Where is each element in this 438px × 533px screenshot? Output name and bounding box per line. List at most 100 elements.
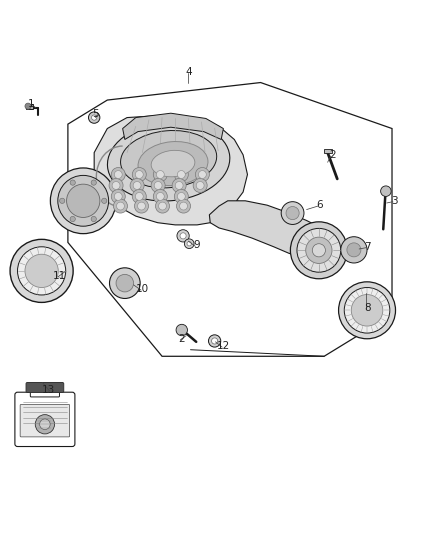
Circle shape [25,254,58,287]
Circle shape [135,192,143,200]
Circle shape [134,199,148,213]
Circle shape [155,199,170,213]
Text: 6: 6 [316,200,323,210]
Circle shape [193,179,207,192]
Circle shape [196,182,204,189]
Circle shape [117,202,124,210]
Circle shape [113,199,127,213]
Text: 10: 10 [136,284,149,294]
Circle shape [132,189,146,204]
Circle shape [208,335,221,347]
Circle shape [177,171,185,179]
Circle shape [151,179,165,192]
Circle shape [187,241,191,246]
Circle shape [102,198,107,204]
FancyBboxPatch shape [26,383,64,392]
Text: 9: 9 [194,240,201,251]
Circle shape [58,175,109,226]
Text: 1: 1 [27,100,34,109]
Circle shape [67,184,100,217]
Circle shape [290,222,347,279]
Circle shape [156,192,164,200]
Circle shape [91,180,96,185]
Circle shape [195,167,209,182]
Circle shape [339,282,396,339]
Circle shape [39,419,50,430]
Circle shape [153,189,167,204]
Circle shape [25,103,31,109]
Circle shape [175,182,183,189]
Circle shape [130,179,144,192]
Polygon shape [94,115,307,225]
Circle shape [184,239,194,248]
Text: 12: 12 [217,341,230,351]
FancyBboxPatch shape [30,389,60,397]
Circle shape [110,268,140,298]
Circle shape [70,216,75,222]
Text: 2: 2 [178,334,185,344]
Circle shape [60,198,65,204]
FancyBboxPatch shape [26,103,33,109]
Circle shape [286,206,299,220]
Circle shape [116,274,134,292]
Circle shape [351,295,383,326]
Circle shape [281,201,304,224]
Circle shape [297,229,341,272]
Circle shape [92,115,97,120]
Circle shape [177,230,189,242]
Ellipse shape [151,150,195,177]
Circle shape [381,186,391,197]
Circle shape [172,179,186,192]
Circle shape [50,168,116,233]
Circle shape [156,171,164,179]
Circle shape [174,189,188,204]
Text: 4: 4 [185,67,192,77]
Circle shape [111,189,125,204]
Text: 7: 7 [364,242,371,252]
Circle shape [133,182,141,189]
Polygon shape [123,113,223,140]
Circle shape [180,233,186,239]
FancyBboxPatch shape [20,405,70,437]
Text: 2: 2 [329,150,336,160]
Text: 3: 3 [391,196,398,206]
Circle shape [114,171,122,179]
Circle shape [18,247,66,295]
FancyBboxPatch shape [324,149,332,154]
Circle shape [10,239,73,302]
Circle shape [180,202,187,210]
Circle shape [159,202,166,210]
Text: 8: 8 [364,303,371,313]
Circle shape [111,167,125,182]
Polygon shape [68,83,392,356]
FancyBboxPatch shape [15,392,75,447]
Circle shape [341,237,367,263]
Circle shape [138,202,145,210]
Circle shape [177,192,185,200]
Circle shape [70,180,75,185]
Circle shape [177,199,191,213]
Circle shape [344,287,390,333]
Circle shape [109,179,123,192]
Text: 11: 11 [53,271,66,281]
Text: 13: 13 [42,385,55,395]
Circle shape [88,112,100,123]
Circle shape [176,324,187,336]
Circle shape [153,167,167,182]
Circle shape [114,192,122,200]
Circle shape [212,338,218,344]
Circle shape [112,182,120,189]
Circle shape [347,243,361,257]
Circle shape [312,244,325,257]
Circle shape [306,237,332,263]
Circle shape [132,167,146,182]
Ellipse shape [120,131,217,188]
Circle shape [174,167,188,182]
Circle shape [91,216,96,222]
Ellipse shape [138,142,208,185]
Ellipse shape [107,122,230,201]
Circle shape [198,171,206,179]
Circle shape [35,415,55,434]
Text: 5: 5 [92,109,99,119]
Circle shape [135,171,143,179]
